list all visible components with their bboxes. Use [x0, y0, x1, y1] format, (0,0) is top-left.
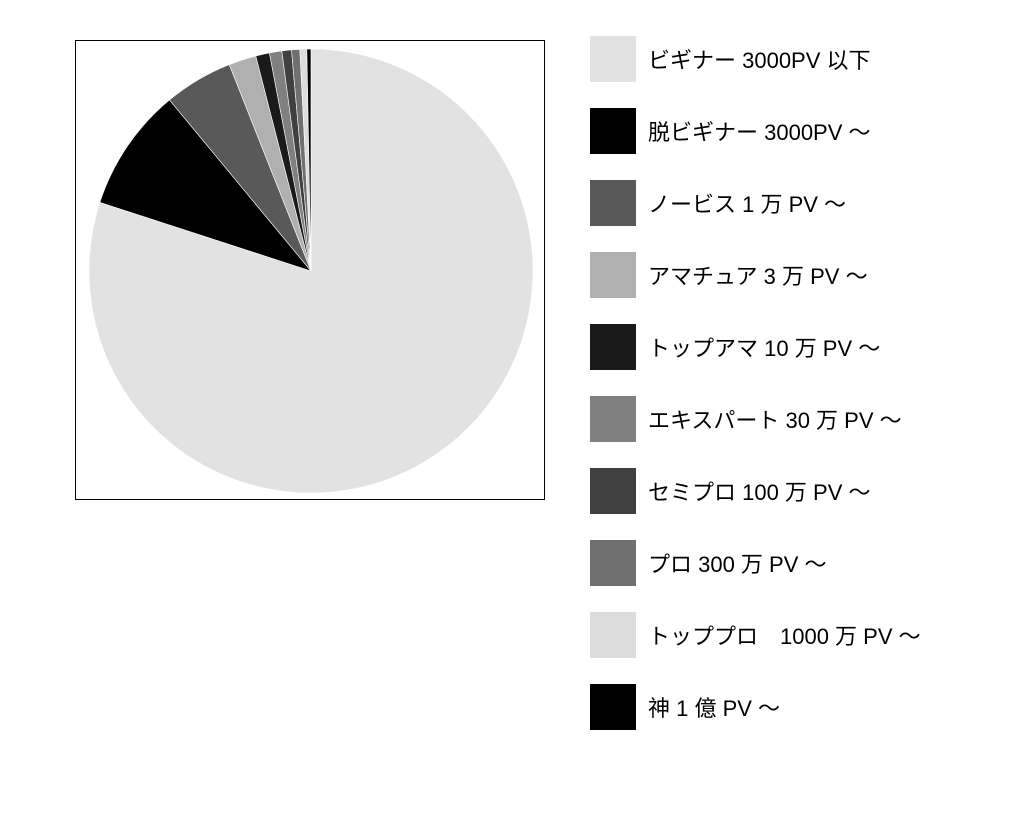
legend-swatch-0 — [590, 36, 636, 82]
legend-swatch-7 — [590, 540, 636, 586]
legend: ビギナー 3000PV 以下脱ビギナー 3000PV 〜ノービス 1 万 PV … — [590, 36, 921, 730]
legend-swatch-6 — [590, 468, 636, 514]
legend-item-6: セミプロ 100 万 PV 〜 — [590, 468, 921, 514]
legend-label-9: 神 1 億 PV 〜 — [648, 691, 780, 723]
legend-item-3: アマチュア 3 万 PV 〜 — [590, 252, 921, 298]
legend-item-5: エキスパート 30 万 PV 〜 — [590, 396, 921, 442]
legend-item-9: 神 1 億 PV 〜 — [590, 684, 921, 730]
legend-swatch-1 — [590, 108, 636, 154]
legend-swatch-9 — [590, 684, 636, 730]
legend-label-0: ビギナー 3000PV 以下 — [648, 43, 871, 75]
legend-swatch-3 — [590, 252, 636, 298]
legend-label-7: プロ 300 万 PV 〜 — [648, 547, 827, 579]
legend-label-2: ノービス 1 万 PV 〜 — [648, 187, 846, 219]
legend-label-5: エキスパート 30 万 PV 〜 — [648, 403, 902, 435]
legend-item-4: トップアマ 10 万 PV 〜 — [590, 324, 921, 370]
legend-item-7: プロ 300 万 PV 〜 — [590, 540, 921, 586]
legend-swatch-5 — [590, 396, 636, 442]
legend-label-4: トップアマ 10 万 PV 〜 — [648, 331, 880, 363]
legend-swatch-2 — [590, 180, 636, 226]
legend-item-0: ビギナー 3000PV 以下 — [590, 36, 921, 82]
legend-swatch-8 — [590, 612, 636, 658]
legend-label-8: トッププロ 1000 万 PV 〜 — [648, 619, 921, 651]
pie-chart — [76, 41, 546, 501]
pie-chart-frame — [75, 40, 545, 500]
legend-item-2: ノービス 1 万 PV 〜 — [590, 180, 921, 226]
legend-swatch-4 — [590, 324, 636, 370]
legend-label-6: セミプロ 100 万 PV 〜 — [648, 475, 871, 507]
legend-label-3: アマチュア 3 万 PV 〜 — [648, 259, 868, 291]
legend-item-1: 脱ビギナー 3000PV 〜 — [590, 108, 921, 154]
legend-item-8: トッププロ 1000 万 PV 〜 — [590, 612, 921, 658]
legend-label-1: 脱ビギナー 3000PV 〜 — [648, 115, 871, 147]
